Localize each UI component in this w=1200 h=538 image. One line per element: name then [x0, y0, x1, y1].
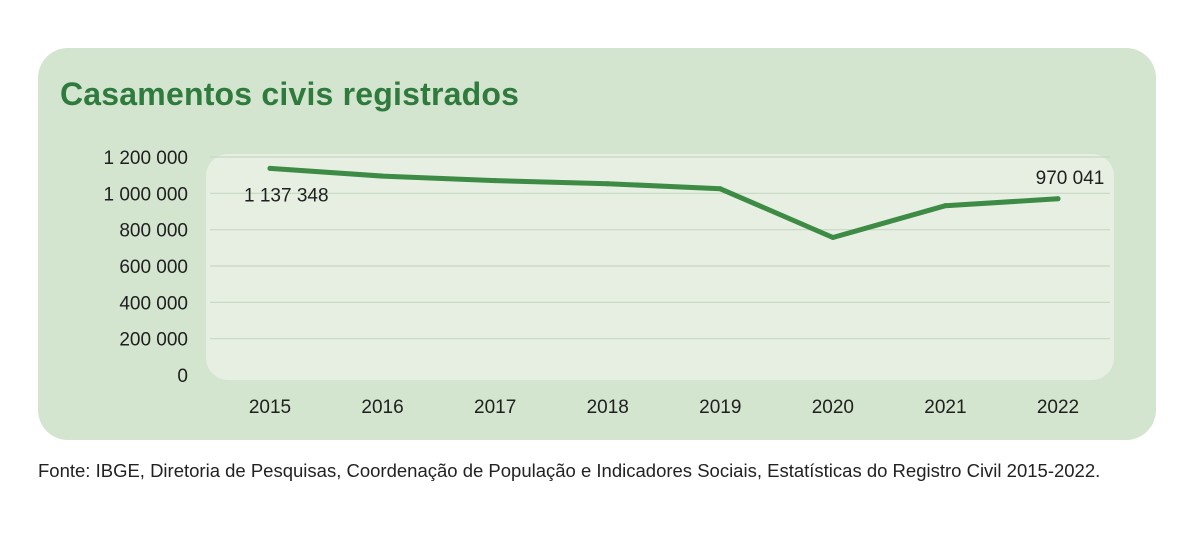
series-line: [267, 165, 1061, 240]
data-point: [380, 173, 386, 179]
y-tick-label: 0: [177, 366, 188, 387]
data-point: [830, 234, 836, 240]
source-note: Fonte: IBGE, Diretoria de Pesquisas, Coo…: [38, 460, 1101, 481]
data-point: [1055, 196, 1061, 202]
data-point: [267, 165, 273, 171]
data-point: [717, 186, 723, 192]
y-tick-label: 200 000: [119, 330, 188, 351]
gridlines: [210, 156, 1110, 340]
y-tick-label: 1 200 000: [103, 148, 188, 169]
data-point: [605, 181, 611, 187]
y-tick-label: 600 000: [119, 257, 188, 278]
y-tick-label: 1 000 000: [103, 184, 188, 205]
y-tick-label: 800 000: [119, 221, 188, 242]
x-tick-label: 2020: [812, 397, 854, 418]
data-point: [942, 203, 948, 209]
x-tick-label: 2021: [924, 397, 966, 418]
x-tick-label: 2019: [699, 397, 741, 418]
y-axis-ticks: 0 200 000 400 000 600 000 800 000 1 000 000 1 …: [103, 148, 188, 387]
data-labels: 1 137 348 970 041: [244, 168, 1104, 207]
data-point: [492, 178, 498, 184]
data-label: 970 041: [1036, 168, 1105, 189]
x-tick-label: 2022: [1037, 397, 1079, 418]
series-line: [267, 165, 1061, 240]
y-tick-label: 400 000: [119, 293, 188, 314]
x-tick-label: 2018: [587, 397, 629, 418]
x-tick-label: 2015: [249, 397, 291, 418]
x-axis-ticks: 2015 2016 2017 2018 2019 2020 2021 2022: [249, 397, 1079, 418]
chart-title: Casamentos civis registrados: [60, 76, 520, 112]
x-tick-label: 2017: [474, 397, 516, 418]
plot-area: [206, 154, 1114, 380]
x-tick-label: 2016: [361, 397, 403, 418]
data-label: 1 137 348: [244, 185, 329, 206]
